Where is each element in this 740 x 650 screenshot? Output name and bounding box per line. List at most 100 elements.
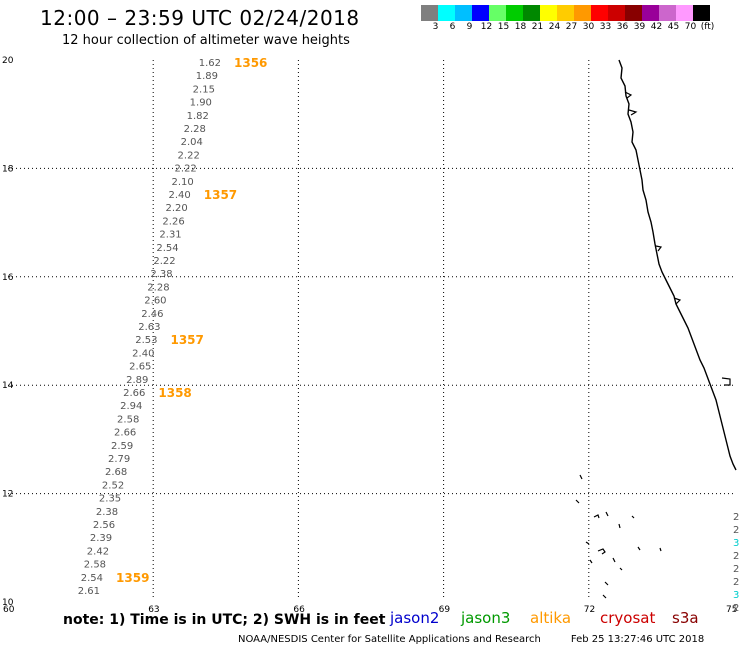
legend-label: 42 xyxy=(650,22,663,32)
track-time: 1357 xyxy=(170,333,203,347)
legend-swatch xyxy=(659,5,676,21)
edge-value: 2 xyxy=(733,564,739,575)
swh-value: 2.59 xyxy=(111,441,133,452)
swh-value: 2.61 xyxy=(78,586,100,597)
legend-label: 33 xyxy=(599,22,612,32)
swh-value: 2.60 xyxy=(144,296,166,307)
swh-value: 2.54 xyxy=(156,243,178,254)
legend-label: 9 xyxy=(466,22,473,32)
swh-value: 2.53 xyxy=(135,335,157,346)
legend-label: 24 xyxy=(548,22,561,32)
legend-label: 70 xyxy=(684,22,697,32)
legend-label: 18 xyxy=(514,22,527,32)
india-west-coastline xyxy=(618,59,737,471)
coast-inlet-4 xyxy=(673,297,682,305)
track-time: 1359 xyxy=(116,571,149,585)
swh-value: 1.82 xyxy=(187,111,209,122)
swh-value: 2.89 xyxy=(126,375,148,386)
legend-label: 15 xyxy=(497,22,510,32)
edge-swh-values: 2 2 3 2 2 2 3 2 xyxy=(733,512,739,614)
swh-value: 2.28 xyxy=(147,282,169,293)
lat-label: 20 xyxy=(2,56,14,66)
lat-label: 12 xyxy=(2,490,13,500)
legend-swatch xyxy=(625,5,642,21)
page-title: 12:00 – 23:59 UTC 02/24/2018 xyxy=(40,6,360,30)
swh-value: 2.58 xyxy=(117,414,139,425)
legend-swatch xyxy=(523,5,540,21)
islands xyxy=(575,474,662,599)
swh-value: 2.66 xyxy=(114,428,136,439)
swh-value: 2.94 xyxy=(120,401,142,412)
coast-inlet-1 xyxy=(624,91,633,99)
swh-value: 2.68 xyxy=(105,467,127,478)
lon-label: 69 xyxy=(439,605,451,615)
satellite-label-jason2: jason2 xyxy=(390,609,440,627)
lon-label: 72 xyxy=(584,605,595,615)
page-subtitle: 12 hour collection of altimeter wave hei… xyxy=(62,33,350,48)
color-scale-legend xyxy=(421,5,710,21)
swh-value: 2.54 xyxy=(81,573,103,584)
legend-swatch xyxy=(693,5,710,21)
swh-value: 1.90 xyxy=(190,98,212,109)
legend-swatch xyxy=(421,5,438,21)
legend-swatch xyxy=(455,5,472,21)
credit-line: NOAA/NESDIS Center for Satellite Applica… xyxy=(238,634,704,645)
lon-label: 66 xyxy=(293,605,305,615)
satellite-label-altika: altika xyxy=(530,609,572,627)
legend-swatch xyxy=(676,5,693,21)
legend-label: 39 xyxy=(633,22,646,32)
coast-inlet-2 xyxy=(628,109,638,116)
legend-label: 45 xyxy=(667,22,680,32)
lat-lon-grid xyxy=(8,60,734,600)
altimeter-track: 1.62 1.89 2.15 1.90 1.82 2.28 2.04 2.22 2.22 2.10… xyxy=(78,58,221,597)
legend-swatch xyxy=(540,5,557,21)
credit-org: NOAA/NESDIS Center for Satellite Applica… xyxy=(238,634,541,645)
lat-label: 18 xyxy=(2,164,14,174)
lon-label: 75 xyxy=(726,605,737,615)
swh-value: 2.40 xyxy=(168,190,190,201)
swh-value: 2.26 xyxy=(162,216,184,227)
coast-inlet-3 xyxy=(655,245,663,252)
swh-value: 2.58 xyxy=(84,560,106,571)
swh-value: 2.20 xyxy=(165,203,187,214)
edge-value: 3 xyxy=(733,590,739,601)
legend-swatch xyxy=(472,5,489,21)
swh-value: 2.79 xyxy=(108,454,130,465)
legend-swatch xyxy=(642,5,659,21)
lon-label: 60 xyxy=(3,605,15,615)
satellite-label-jason3: jason3 xyxy=(461,609,511,627)
legend-label: 12 xyxy=(480,22,493,32)
lat-label: 14 xyxy=(2,381,14,391)
edge-value: 2 xyxy=(733,577,739,588)
swh-value: 2.22 xyxy=(153,256,175,267)
legend-label: 6 xyxy=(449,22,456,32)
legend-swatch xyxy=(506,5,523,21)
edge-value: 2 xyxy=(733,603,739,614)
satellite-label-cryosat: cryosat xyxy=(600,609,656,627)
swh-value: 2.65 xyxy=(129,362,151,373)
swh-value: 2.15 xyxy=(193,84,215,95)
lon-label: 63 xyxy=(148,605,159,615)
swh-value: 2.66 xyxy=(123,388,145,399)
swh-value: 2.56 xyxy=(93,520,115,531)
swh-value: 2.10 xyxy=(172,177,194,188)
swh-value: 2.38 xyxy=(96,507,118,518)
swh-value: 2.38 xyxy=(150,269,172,280)
footer-note: note: 1) Time is in UTC; 2) SWH is in fe… xyxy=(63,612,386,628)
edge-value: 2 xyxy=(733,551,739,562)
swh-value: 2.52 xyxy=(102,480,124,491)
lat-label: 16 xyxy=(2,273,14,283)
lat-label: 10 xyxy=(2,598,14,608)
swh-value: 2.22 xyxy=(175,164,197,175)
swh-value: 2.42 xyxy=(87,546,109,557)
swh-value: 1.89 xyxy=(196,71,218,82)
track-time-labels: 1356 1357 1357 1358 1359 xyxy=(116,56,267,585)
legend-swatch xyxy=(574,5,591,21)
swh-value: 2.63 xyxy=(138,322,160,333)
legend-label: 36 xyxy=(616,22,629,32)
legend-swatch xyxy=(438,5,455,21)
swh-value: 2.04 xyxy=(181,137,203,148)
legend-swatch xyxy=(608,5,625,21)
coastline xyxy=(575,59,737,599)
